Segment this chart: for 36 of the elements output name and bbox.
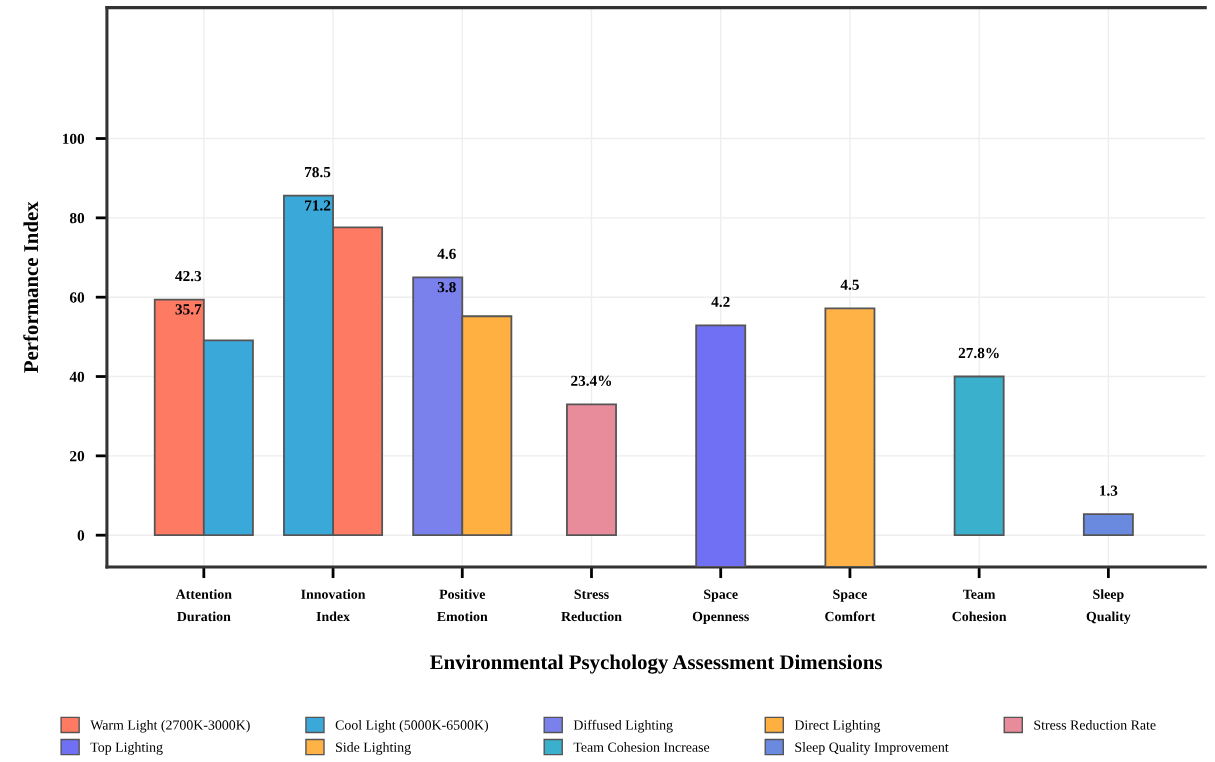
y-tick-label: 100 bbox=[63, 133, 85, 144]
y-axis-title: Performance Index bbox=[23, 201, 39, 373]
annotation: 71.2 bbox=[305, 200, 331, 211]
x-tick-label: Space Comfort bbox=[825, 589, 876, 622]
x-tick-label: Innovation Index bbox=[301, 589, 366, 622]
y-tick-label: 60 bbox=[69, 292, 85, 303]
x-tick-label: Positive Emotion bbox=[437, 589, 488, 622]
annotation: 4.6 bbox=[437, 248, 456, 260]
x-axis-title: Environmental Psychology Assessment Dimensions bbox=[430, 654, 882, 674]
annotation: 3.8 bbox=[437, 281, 456, 293]
annotation: 4.5 bbox=[840, 279, 859, 290]
y-tick-label: 20 bbox=[70, 451, 85, 462]
legend-label: Stress Reduction Rate bbox=[1034, 719, 1156, 730]
x-tick-label: Attention Duration bbox=[175, 589, 232, 622]
y-tick-label: 80 bbox=[69, 213, 85, 224]
y-tick-label: 0 bbox=[77, 530, 85, 541]
annotation: 23.4% bbox=[571, 375, 612, 386]
legend-label: Diffused Lighting bbox=[573, 719, 673, 733]
legend-label: Side Lighting bbox=[336, 742, 411, 755]
annotation: 35.7 bbox=[175, 304, 202, 315]
legend-label: Cool Light (5000K-6500K) bbox=[335, 719, 489, 733]
legend-label: Warm Light (2700K-3000K) bbox=[90, 719, 250, 733]
legend-label: Sleep Quality Improvement bbox=[795, 742, 949, 755]
legend-label: Top Lighting bbox=[90, 742, 163, 755]
annotation: 27.8% bbox=[958, 347, 999, 359]
x-tick-label: Space Openness bbox=[692, 589, 749, 624]
annotation: 4.2 bbox=[711, 296, 730, 308]
legend-label: Team Cohesion Increase bbox=[573, 742, 710, 752]
annotation: 42.3 bbox=[175, 270, 202, 282]
annotation: 1.3 bbox=[1100, 485, 1118, 496]
x-tick-label: Stress Reduction bbox=[561, 589, 622, 622]
x-tick-label: Sleep Quality bbox=[1086, 589, 1131, 625]
y-tick-label: 40 bbox=[69, 371, 85, 382]
legend-label: Direct Lighting bbox=[794, 719, 881, 733]
x-tick-label: Team Cohesion bbox=[952, 589, 1007, 622]
annotation: 78.5 bbox=[305, 166, 331, 178]
